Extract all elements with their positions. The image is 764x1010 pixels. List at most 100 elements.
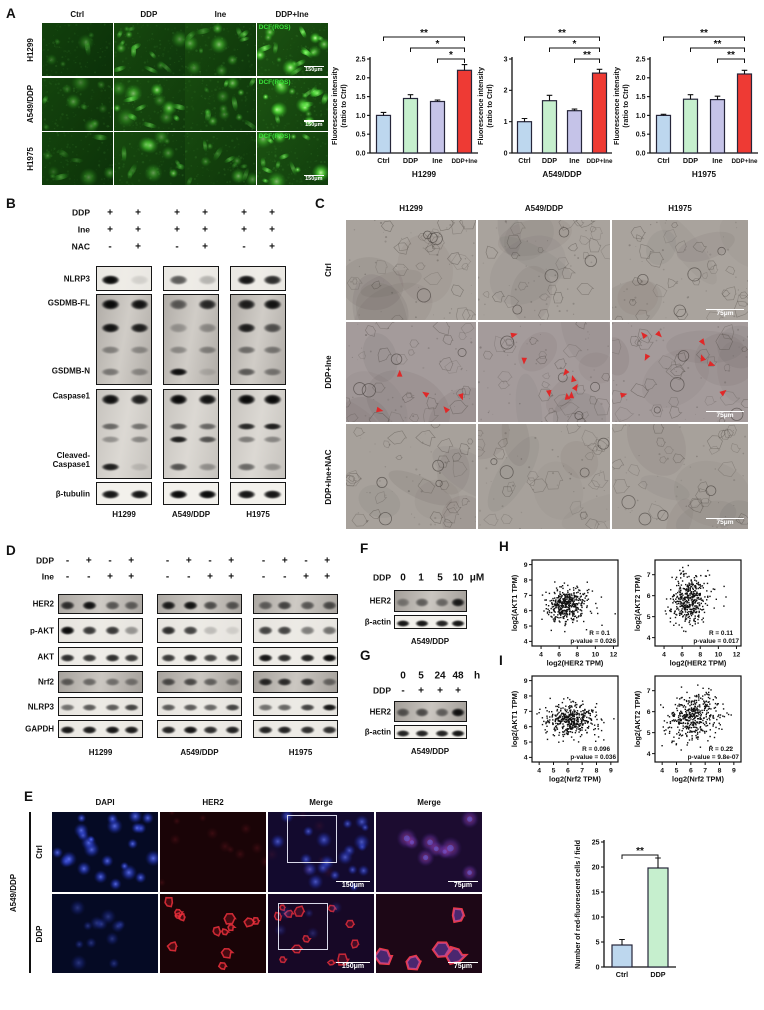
blot-band (183, 600, 199, 610)
scale-bar-label: 75μm (716, 310, 734, 317)
svg-text:DDP+Ine: DDP+Ine (451, 158, 478, 165)
blot-band (161, 726, 177, 734)
blot-band (100, 422, 120, 430)
scale-bar: 75μm (706, 517, 744, 526)
treatment-mark: + (107, 571, 113, 582)
blot-band (299, 726, 315, 734)
blot-band (415, 619, 429, 627)
svg-text:12: 12 (610, 652, 618, 659)
blot-band (224, 653, 240, 662)
blot-band (123, 677, 139, 686)
protein-label: β-tubulin (55, 489, 90, 498)
blot-band (224, 600, 240, 610)
panel-i-letter: I (499, 653, 503, 668)
blot-band (202, 704, 218, 711)
blot-band (161, 704, 177, 711)
if-image-DDP-zoom-zoom: 75μm (376, 894, 482, 973)
correlation-scatter-6: 4 5 6 7 8 9 4 5 6 7 log2(Nrf2 TPM) log2(AKT2 TPM) R … (633, 662, 759, 791)
treatment-mark: + (269, 207, 275, 219)
significance-stars: ** (700, 28, 708, 39)
treatment-mark: - (187, 571, 191, 582)
bar-DDP (402, 97, 419, 154)
ros-image-A549/DDP-DDP-canvas (113, 77, 185, 131)
svg-text:2.5: 2.5 (636, 56, 646, 63)
scale-bar: 75μm (448, 961, 478, 970)
chart-title: H1299 (412, 170, 437, 179)
blot-band (236, 345, 256, 354)
blot-box (394, 590, 467, 612)
blot-box (230, 266, 286, 291)
treatment-mark: - (304, 555, 308, 567)
svg-text:7: 7 (524, 709, 528, 716)
blot-band (60, 600, 76, 610)
drug-row-label: DDP (373, 685, 391, 696)
treatment-mark: + (418, 685, 424, 697)
svg-text:0.0: 0.0 (636, 150, 646, 157)
brightfield-image-DDP+Ine-A549/DDP (478, 322, 610, 422)
blot-band (224, 704, 240, 711)
y-axis-label: Number of red-fluorescent cells / field (573, 840, 582, 969)
y-axis-label: Fluorescence intensity (612, 67, 621, 145)
blot-smear (254, 619, 337, 642)
treatment-mark: + (303, 571, 309, 582)
blot-band (129, 345, 149, 354)
blot-band (277, 600, 293, 610)
treatment-mark: + (174, 224, 180, 236)
blot-band (415, 708, 429, 717)
y-axis-label: log2(AKT1 TPM) (510, 690, 519, 747)
ros-image-A549/DDP-Ctrl-canvas (42, 77, 113, 131)
blot-band (129, 393, 149, 405)
blot-band (277, 653, 293, 662)
significance-stars: ** (727, 50, 735, 61)
svg-text:9: 9 (524, 678, 528, 685)
blot-band (168, 490, 188, 499)
blot-band (123, 653, 139, 662)
significance-stars: * (436, 39, 440, 50)
blot-band (415, 597, 429, 607)
blot-band (197, 436, 217, 443)
scale-bar-line (336, 961, 370, 963)
blot-band (168, 274, 188, 285)
blot-box (157, 594, 242, 614)
blot-box (58, 647, 143, 666)
y-axis-label: log2(AKT2 TPM) (633, 574, 642, 631)
svg-text:8: 8 (718, 768, 722, 775)
treatment-mark: + (185, 555, 192, 567)
blot-band (104, 653, 120, 662)
scale-bar: 150μm (303, 174, 324, 182)
blot-band (197, 368, 217, 377)
blot-band (224, 726, 240, 734)
treatment-mark: + (269, 241, 275, 252)
panel-a-col-header: Ctrl (70, 10, 85, 19)
treatment-mark: + (437, 685, 443, 697)
blot-box (253, 720, 338, 738)
blot-band (277, 726, 293, 734)
scale-bar-label: 75μm (453, 882, 473, 889)
svg-text:Ctrl: Ctrl (616, 970, 628, 979)
svg-text:DDP+Ine: DDP+Ine (586, 158, 613, 165)
significance-stars: * (449, 50, 453, 61)
blot-band (202, 625, 218, 635)
dose-value: 1 (418, 572, 424, 584)
svg-text:1.5: 1.5 (636, 94, 646, 101)
treatment-mark: - (208, 555, 212, 567)
brightfield-image-DDP+Ine+NAC-H1975: 75μm (612, 424, 748, 529)
ros-image-H1975-DDP+Ine: DCF(ROS) 150μm (256, 132, 328, 185)
blot-band (129, 368, 149, 377)
significance-stars: ** (583, 50, 591, 61)
ros-image-H1975-Ine-canvas (185, 132, 257, 185)
blot-box (394, 615, 467, 629)
blot-smear (254, 672, 337, 692)
panel-c-col-header: H1299 (399, 204, 423, 213)
ros-image-A549/DDP-DDP (113, 77, 185, 131)
svg-text:5: 5 (552, 768, 556, 775)
blot-band (277, 677, 293, 686)
brightfield-image-DDP+Ine-H1299 (346, 322, 476, 422)
brightfield-image-Ctrl-A549/DDP (478, 220, 610, 320)
brightfield-image-Ctrl-H1299 (346, 220, 476, 320)
blot-band (197, 322, 217, 333)
blot-band (262, 462, 282, 471)
protein-label: GSDMB-FL (47, 298, 90, 308)
blot-band (183, 625, 199, 635)
blot-band (161, 625, 177, 635)
